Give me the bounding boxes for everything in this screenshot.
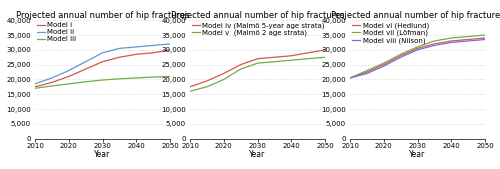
Line: Model v  (Malmö 2 age strata): Model v (Malmö 2 age strata) — [190, 57, 325, 91]
Model iii — [32, 87, 38, 89]
Model ii — [100, 52, 105, 54]
Model ii — [133, 46, 139, 48]
Model viii (Nilson) — [381, 65, 387, 67]
Model ii — [49, 77, 55, 79]
X-axis label: Year: Year — [250, 150, 266, 159]
Title: Projected annual number of hip fractures: Projected annual number of hip fractures — [16, 10, 190, 19]
Model vii (Löfman) — [465, 35, 471, 38]
Model vi (Hedlund) — [432, 43, 438, 45]
Model v  (Malmö 2 age strata) — [272, 61, 278, 63]
Model vii (Löfman) — [364, 70, 370, 72]
Model v  (Malmö 2 age strata) — [238, 68, 244, 70]
Model iii — [150, 76, 156, 78]
Title: Projected annual number of hip fractures: Projected annual number of hip fractures — [170, 10, 344, 19]
Model viii (Nilson) — [465, 40, 471, 42]
Model vii (Löfman) — [414, 46, 420, 48]
Model viii (Nilson) — [398, 56, 404, 58]
Model vi (Hedlund) — [448, 40, 454, 42]
Model iii — [49, 85, 55, 87]
Model vi (Hedlund) — [364, 71, 370, 73]
Line: Model vii (Löfman): Model vii (Löfman) — [350, 35, 485, 78]
Model v  (Malmö 2 age strata) — [221, 78, 227, 80]
Model iii — [133, 77, 139, 79]
Model viii (Nilson) — [432, 44, 438, 46]
Model v  (Malmö 2 age strata) — [187, 90, 193, 92]
Model i — [100, 61, 105, 63]
X-axis label: Year: Year — [94, 150, 110, 159]
Model ii — [167, 43, 173, 45]
Model i — [133, 53, 139, 55]
Model vii (Löfman) — [347, 77, 353, 79]
Model i — [116, 56, 122, 58]
Model i — [66, 76, 72, 78]
Model i — [150, 52, 156, 54]
Model iv (Malmö 5-year age strata) — [254, 58, 260, 60]
X-axis label: Year: Year — [410, 150, 426, 159]
Model iii — [116, 78, 122, 80]
Model iv (Malmö 5-year age strata) — [288, 55, 294, 57]
Model vii (Löfman) — [398, 53, 404, 55]
Model iv (Malmö 5-year age strata) — [187, 86, 193, 88]
Model vii (Löfman) — [432, 40, 438, 42]
Model iv (Malmö 5-year age strata) — [322, 49, 328, 51]
Model v  (Malmö 2 age strata) — [288, 59, 294, 61]
Model viii (Nilson) — [414, 49, 420, 51]
Model vii (Löfman) — [381, 62, 387, 64]
Model vi (Hedlund) — [414, 47, 420, 49]
Model viii (Nilson) — [482, 39, 488, 41]
Model i — [49, 81, 55, 83]
Model v  (Malmö 2 age strata) — [204, 86, 210, 88]
Line: Model viii (Nilson): Model viii (Nilson) — [350, 40, 485, 78]
Model ii — [116, 47, 122, 49]
Model vii (Löfman) — [448, 37, 454, 39]
Line: Model iii: Model iii — [35, 77, 170, 88]
Model iv (Malmö 5-year age strata) — [305, 52, 311, 54]
Model iv (Malmö 5-year age strata) — [272, 56, 278, 58]
Model vi (Hedlund) — [347, 77, 353, 79]
Line: Model i: Model i — [35, 50, 170, 87]
Model iv (Malmö 5-year age strata) — [204, 80, 210, 82]
Model v  (Malmö 2 age strata) — [322, 56, 328, 58]
Model iv (Malmö 5-year age strata) — [238, 64, 244, 66]
Model i — [32, 86, 38, 88]
Title: Projected annual number of hip fractures: Projected annual number of hip fractures — [330, 10, 500, 19]
Model viii (Nilson) — [364, 73, 370, 75]
Model viii (Nilson) — [448, 41, 454, 43]
Model vi (Hedlund) — [482, 37, 488, 39]
Model vii (Löfman) — [482, 34, 488, 36]
Model viii (Nilson) — [347, 77, 353, 79]
Legend: Model iv (Malmö 5-year age strata), Model v  (Malmö 2 age strata): Model iv (Malmö 5-year age strata), Mode… — [192, 22, 326, 37]
Model v  (Malmö 2 age strata) — [254, 62, 260, 64]
Model vi (Hedlund) — [398, 55, 404, 57]
Model ii — [150, 44, 156, 46]
Model v  (Malmö 2 age strata) — [305, 58, 311, 60]
Model vi (Hedlund) — [381, 64, 387, 66]
Model vi (Hedlund) — [465, 39, 471, 41]
Model iii — [82, 81, 88, 83]
Model ii — [66, 70, 72, 72]
Legend: Model vi (Hedlund), Model vii (Löfman), Model viii (Nilson): Model vi (Hedlund), Model vii (Löfman), … — [352, 22, 430, 45]
Model iii — [100, 79, 105, 81]
Model iii — [66, 83, 72, 85]
Model ii — [82, 61, 88, 63]
Model iv (Malmö 5-year age strata) — [221, 73, 227, 75]
Line: Model iv (Malmö 5-year age strata): Model iv (Malmö 5-year age strata) — [190, 50, 325, 87]
Model iii — [167, 76, 173, 78]
Model ii — [32, 83, 38, 85]
Model i — [167, 49, 173, 51]
Model i — [82, 68, 88, 70]
Line: Model ii: Model ii — [35, 44, 170, 84]
Line: Model vi (Hedlund): Model vi (Hedlund) — [350, 38, 485, 78]
Legend: Model i, Model ii, Model iii: Model i, Model ii, Model iii — [36, 22, 78, 43]
